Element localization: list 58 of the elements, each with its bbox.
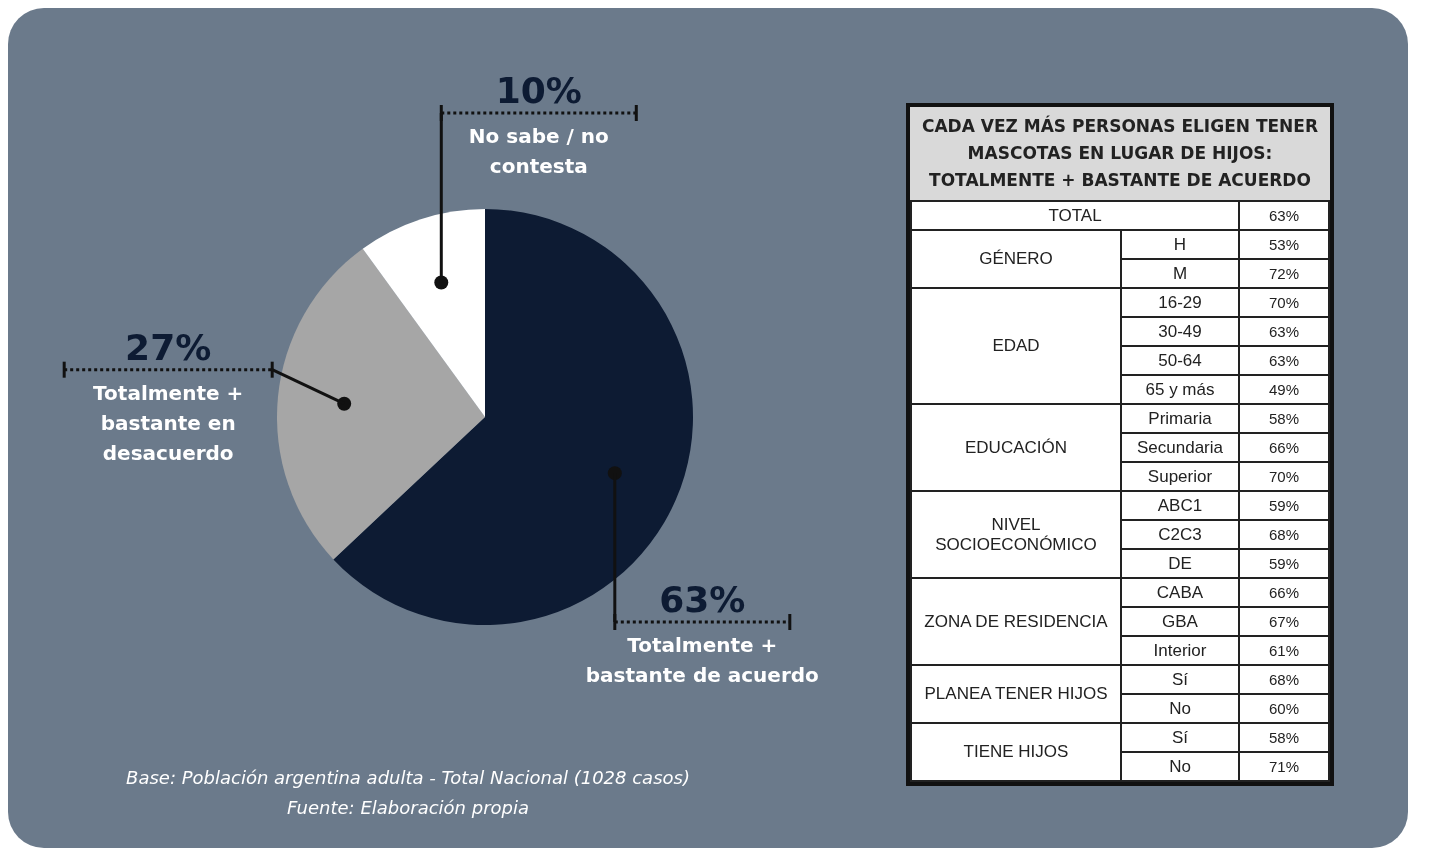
data-label: 49% [1239,375,1329,404]
category-label: ABC1 [1121,491,1239,520]
data-label: 66% [1239,578,1329,607]
data-label: 10% [495,70,582,111]
category-label: 65 y más [1121,375,1239,404]
category-label: Sí [1121,665,1239,694]
category-label: Superior [1121,462,1239,491]
pie-slice [362,209,485,417]
data-label: 59% [1239,491,1329,520]
category-label: GÉNERO [979,249,1053,268]
category-label: EDUCACIÓN [964,437,1067,457]
category-label: Interior [1121,636,1239,665]
data-label: 61% [1239,636,1329,665]
data-label: 59% [1239,549,1329,578]
category-label: DE [1121,549,1239,578]
category-label: C2C3 [1121,520,1239,549]
category-label: PLANEA TENER HIJOS [924,684,1108,703]
data-label: 27% [125,326,212,368]
category-label: 50-64 [1121,346,1239,375]
data-label: 58% [1239,404,1329,433]
category-label: CABA [1121,578,1239,607]
data-label: 68% [1239,520,1329,549]
data-label: 70% [1239,288,1329,317]
category-label: ZONA DE RESIDENCIA [924,611,1108,631]
data-label: 72% [1239,259,1329,288]
text: Base: Población argentina adulta - Total Nacional (1028 casos) [125,766,691,790]
data-label: 63% [1239,201,1329,230]
category-label: H [1121,230,1239,259]
data-label: 58% [1239,723,1329,752]
category-label: No [1121,694,1239,723]
source-note: Fuente: Elaboración propia [285,796,530,820]
category-label: GBA [1121,607,1239,636]
category-label: No [1121,752,1239,781]
category-label: M [1121,259,1239,288]
data-label: 63% [1239,317,1329,346]
category-label: Secundaria [1121,433,1239,462]
category-label: Sí [1121,723,1239,752]
category-label: TOTAL [1048,205,1102,225]
pie-slice [277,248,485,560]
text: CADA VEZ MÁS PERSONAS ELIGEN TENER MASCOTAS EN LUGAR DE HIJOS: TOTALMENTE + BASTANTE DE ACUERDO [910,107,1330,200]
data-label: 63% [659,579,746,620]
category-label: TIENE HIJOS [963,742,1069,761]
data-label: 63% [1239,346,1329,375]
category-label: EDAD [992,336,1040,355]
category-label: NIVEL SOCIOECONÓMICO [935,514,1097,554]
slice-label: No sabe / no contesta [468,124,609,178]
category-label: 16-29 [1121,288,1239,317]
data-label: 53% [1239,230,1329,259]
data-label: 60% [1239,694,1329,723]
data-label: 68% [1239,665,1329,694]
data-label: 71% [1239,752,1329,781]
data-label: 66% [1239,433,1329,462]
slice-label: Totalmente + bastante en desacuerdo [93,380,244,465]
data-label: 67% [1239,607,1329,636]
category-label: Primaria [1121,404,1239,433]
category-label: 30-49 [1121,317,1239,346]
slice-label: Totalmente + bastante de acuerdo [585,633,819,687]
data-label: 70% [1239,462,1329,491]
